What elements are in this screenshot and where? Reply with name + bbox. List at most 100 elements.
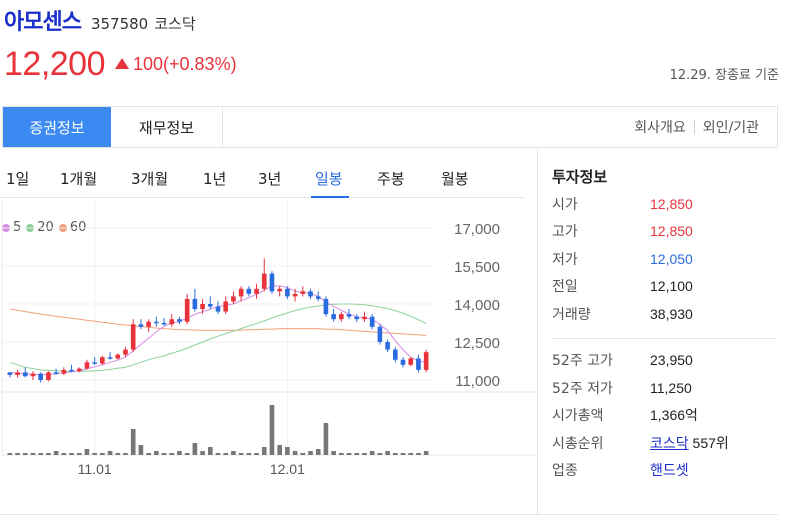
candle-body <box>362 316 367 320</box>
info-label: 저가 <box>552 251 578 268</box>
volume-bar <box>169 453 175 455</box>
volume-bar <box>400 453 406 455</box>
info-label: 거래량 <box>552 306 591 323</box>
volume-bar <box>315 449 321 455</box>
investment-info-panel: 투자정보 시가 12,850 고가 12,850 저가 12,050 전일 12… <box>552 160 778 484</box>
candle-body <box>377 326 383 342</box>
volume-bar <box>346 453 352 455</box>
period-tab-3m[interactable]: 3개월 <box>131 170 169 188</box>
info-row-high: 고가 12,850 <box>552 218 778 246</box>
info-value: 12,850 <box>650 195 693 212</box>
period-tab-weekly[interactable]: 주봉 <box>377 170 405 188</box>
info-label: 52주 고가 <box>552 353 613 370</box>
candle-body <box>300 291 306 294</box>
candle-body <box>7 372 13 375</box>
candle-body <box>192 298 198 310</box>
candle-body <box>346 314 352 317</box>
period-tab-1d[interactable]: 1일 <box>6 170 30 188</box>
volume-bar <box>331 451 336 455</box>
volume-bar <box>300 453 306 455</box>
candle-body <box>215 306 221 312</box>
info-row-market-cap: 시가총액 1,366억 <box>552 402 778 430</box>
info-label: 시총순위 <box>552 435 604 452</box>
candle-body <box>84 362 90 369</box>
price-row: 12,200 100(+0.83%) 12.29. 장종료 기준 <box>4 44 779 84</box>
tab-financial[interactable]: 재무정보 <box>111 107 223 147</box>
volume-bar <box>15 453 20 455</box>
volume-bar <box>277 445 282 455</box>
candle-body <box>76 368 82 372</box>
rank-market-link[interactable]: 코스닥 <box>650 434 689 451</box>
tab-securities[interactable]: 증권정보 <box>3 107 111 147</box>
candle-body <box>61 369 67 374</box>
volume-bar <box>38 453 44 455</box>
x-tick-label: 12.01 <box>270 461 305 477</box>
candle-body <box>169 319 175 325</box>
candle-body <box>400 359 406 365</box>
period-tab-1m[interactable]: 1개월 <box>60 170 98 188</box>
stock-code: 357580 <box>90 15 149 33</box>
volume-bar <box>231 451 236 455</box>
info-row-open: 시가 12,850 <box>552 190 778 218</box>
period-tab-daily[interactable]: 일봉 <box>315 170 343 188</box>
info-row-volume: 거래량 38,930 <box>552 300 778 328</box>
candle-body <box>130 324 136 350</box>
info-value: 12,050 <box>650 250 693 267</box>
volume-bar <box>30 453 36 455</box>
volume-bar <box>323 423 329 455</box>
info-row-industry: 업종 핸드셋 <box>552 457 778 485</box>
ma60-line <box>9 308 427 336</box>
volume-bar <box>292 451 298 455</box>
volume-bar <box>246 453 252 455</box>
info-value: 12,850 <box>650 223 693 240</box>
volume-bar <box>61 453 67 455</box>
tab-company[interactable]: 회사개요 <box>634 120 686 136</box>
volume-bar <box>215 453 221 455</box>
candle-body <box>177 319 182 322</box>
info-row-52w-high: 52주 고가 23,950 <box>552 347 778 375</box>
volume-bar <box>138 445 144 455</box>
period-tabs: 1일 1개월 3개월 1년 3년 일봉 주봉 월봉 <box>0 160 525 198</box>
candle-body <box>231 296 236 302</box>
candle-body <box>323 298 329 315</box>
active-tab-indicator <box>311 196 349 198</box>
volume-bar <box>161 453 167 455</box>
candle-body <box>53 372 59 374</box>
volume-bar <box>207 447 213 455</box>
info-label: 고가 <box>552 224 578 241</box>
y-tick-label: 11,000 <box>455 373 500 390</box>
info-tabs: 증권정보 재무정보 회사개요 외인/기관 <box>2 106 778 148</box>
info-label: 전일 <box>552 279 578 296</box>
info-label: 시가 <box>552 196 578 213</box>
period-tab-monthly[interactable]: 월봉 <box>441 170 469 188</box>
volume-bar <box>362 453 367 455</box>
volume-bar <box>377 453 383 455</box>
candle-body <box>22 372 28 377</box>
industry-link[interactable]: 핸드셋 <box>650 462 689 479</box>
period-tab-3y[interactable]: 3년 <box>258 170 282 188</box>
volume-bar <box>100 453 105 455</box>
stock-name[interactable]: 아모센스 <box>4 10 82 35</box>
volume-bar <box>22 453 28 455</box>
volume-bar <box>369 451 375 455</box>
rank-value: 557위 <box>692 434 729 451</box>
candle-body <box>38 373 44 380</box>
period-tab-1y[interactable]: 1년 <box>203 170 227 188</box>
info-value: 12,100 <box>650 278 693 295</box>
candle-body <box>223 301 229 312</box>
volume-bar <box>130 429 136 455</box>
tab-foreign[interactable]: 외인/기관 <box>702 120 759 136</box>
volume-bar <box>92 453 97 455</box>
tab-right-links: 회사개요 외인/기관 <box>634 107 777 147</box>
y-tick-label: 14,000 <box>454 297 500 314</box>
stock-chart[interactable]: 17,000 15,500 14,000 12,500 11,000 11.01 12.01 <box>0 200 536 485</box>
stock-market: 코스닥 <box>154 15 196 33</box>
volume-bar <box>154 451 159 455</box>
candle-body <box>254 288 259 294</box>
volume-bar <box>408 453 414 455</box>
candle-body <box>269 273 275 292</box>
candle-body <box>146 321 151 327</box>
candle-body <box>69 369 74 372</box>
volume-bar <box>423 451 429 455</box>
stock-header: 아모센스 357580 코스닥 <box>4 4 196 35</box>
